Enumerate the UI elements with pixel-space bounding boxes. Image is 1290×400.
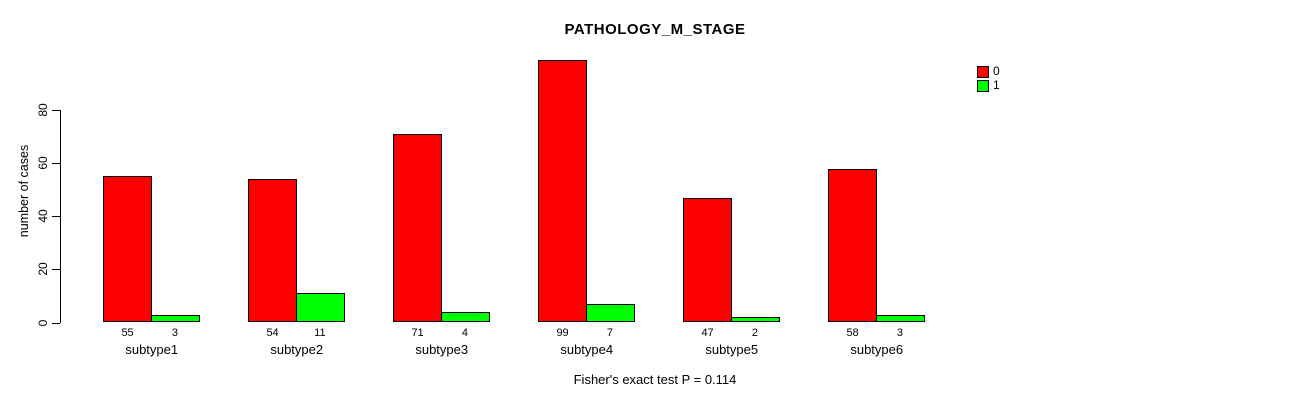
category-label-subtype2: subtype2 <box>270 342 324 357</box>
fisher-test-annotation: Fisher's exact test P = 0.114 <box>573 372 737 387</box>
category-label-subtype6: subtype6 <box>850 342 904 357</box>
bar-value-label-1-subtype4: 7 <box>606 327 613 339</box>
bar-0-subtype6 <box>828 168 877 323</box>
y-axis-tick <box>52 322 60 324</box>
bar-1-subtype2 <box>295 293 346 323</box>
bar-value-label-0-subtype6: 58 <box>846 327 859 339</box>
y-axis-tick-label: 60 <box>36 156 50 170</box>
bar-1-subtype5 <box>730 317 781 323</box>
y-axis-label: number of cases <box>17 144 31 238</box>
bar-value-label-1-subtype2: 11 <box>314 327 326 339</box>
bar-value-label-1-subtype1: 3 <box>171 327 178 339</box>
bar-value-label-0-subtype3: 71 <box>411 327 424 339</box>
bar-0-subtype5 <box>683 197 732 323</box>
bar-1-subtype1 <box>150 314 201 323</box>
bar-1-subtype4 <box>585 303 636 323</box>
y-axis-tick <box>52 269 60 271</box>
y-axis-tick <box>52 163 60 165</box>
bar-value-label-0-subtype5: 47 <box>701 327 714 339</box>
legend-item-0: 0 <box>977 65 1000 78</box>
category-label-subtype1: subtype1 <box>125 342 179 357</box>
y-axis-tick <box>52 216 60 218</box>
bar-0-subtype3 <box>393 133 442 323</box>
bar-value-label-0-subtype2: 54 <box>266 327 279 339</box>
bar-0-subtype1 <box>103 176 152 323</box>
y-axis-line <box>60 110 61 324</box>
legend-swatch-0 <box>977 65 989 78</box>
y-axis-tick-label: 20 <box>36 262 50 277</box>
y-axis-tick-label: 40 <box>36 209 50 223</box>
legend-label-0: 0 <box>993 64 1000 78</box>
bar-value-label-0-subtype4: 99 <box>556 327 569 339</box>
chart-title: PATHOLOGY_M_STAGE <box>564 21 746 38</box>
category-label-subtype5: subtype5 <box>705 342 759 357</box>
bar-value-label-1-subtype3: 4 <box>461 327 468 339</box>
category-label-subtype4: subtype4 <box>560 342 614 357</box>
legend-item-1: 1 <box>977 79 1000 92</box>
category-label-subtype3: subtype3 <box>415 342 469 357</box>
bar-value-label-0-subtype1: 55 <box>121 327 134 339</box>
y-axis-tick <box>52 110 60 112</box>
y-axis-tick-label: 80 <box>36 103 50 117</box>
bar-1-subtype3 <box>440 311 491 323</box>
y-axis-tick-label: 0 <box>36 319 50 326</box>
bar-1-subtype6 <box>875 314 926 323</box>
legend-label-1: 1 <box>993 78 1000 92</box>
bar-0-subtype4 <box>538 59 587 323</box>
bar-value-label-1-subtype5: 2 <box>751 327 758 339</box>
bar-0-subtype2 <box>248 179 297 323</box>
legend-swatch-1 <box>977 79 989 92</box>
bar-value-label-1-subtype6: 3 <box>896 327 903 339</box>
